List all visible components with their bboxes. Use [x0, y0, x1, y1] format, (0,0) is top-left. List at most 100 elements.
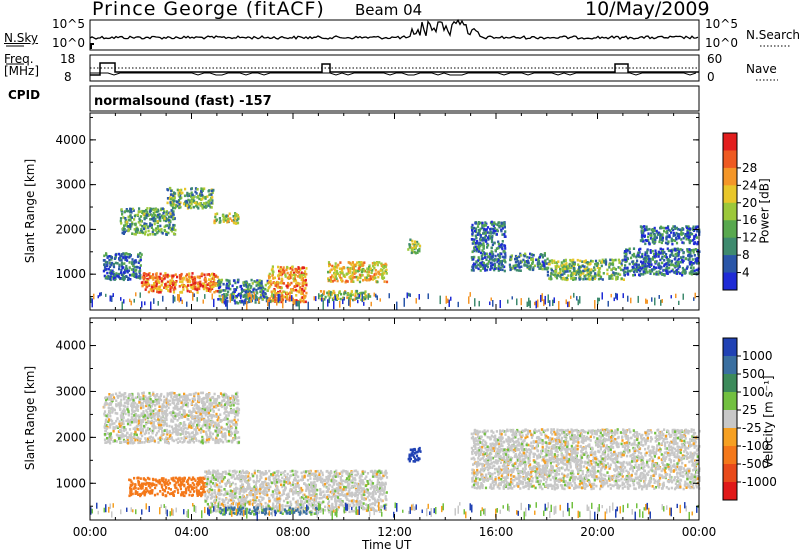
panel-0-cell	[295, 299, 298, 302]
panel-1-cell	[131, 397, 134, 400]
panel-0-cell	[102, 269, 105, 273]
panel-0-cell	[143, 283, 146, 286]
panel-1-cell	[131, 439, 134, 442]
panel-0-cell	[204, 276, 207, 280]
panel-0-cell	[382, 276, 386, 280]
panel-0-cell	[286, 271, 289, 275]
panel-0-cell	[125, 220, 128, 224]
panel-0-cell	[346, 272, 349, 276]
panel-0-cell	[129, 218, 132, 221]
panel-0-cell	[260, 282, 263, 285]
panel-0-cell	[504, 235, 507, 238]
panel-0-cell	[122, 216, 125, 219]
panel-1-cell	[208, 438, 211, 441]
panel-1-cell	[171, 401, 174, 405]
panel-0-cell	[125, 209, 128, 213]
panel-0-cell	[665, 231, 668, 234]
panel-0-cell	[280, 286, 283, 290]
panel-0-cell	[175, 204, 178, 207]
panel-0-cell	[610, 262, 613, 266]
panel-0-ground-scatter	[567, 301, 569, 308]
panel-0-cell	[481, 253, 484, 256]
panel-0-cell	[583, 265, 586, 268]
panel-0-cell	[651, 240, 654, 244]
panel-1-cell	[165, 418, 168, 422]
panel-0-cell	[661, 261, 664, 265]
panel-0-cell	[499, 245, 502, 248]
panel-1-cell	[131, 436, 134, 439]
panel-0-cell	[497, 221, 500, 225]
panel-0-cell	[355, 297, 358, 300]
panel-0-cell	[156, 287, 159, 291]
panel-0-cell	[570, 266, 573, 270]
panel-0-cell	[658, 252, 661, 256]
panel-0-cell	[196, 275, 199, 279]
panel-0-cell	[137, 261, 140, 264]
panel-0-cell	[206, 283, 209, 286]
panel-1-cell	[215, 399, 218, 402]
panel-0-cell	[696, 229, 699, 233]
panel-0-cell	[150, 207, 153, 211]
panel-1-cell	[197, 395, 200, 398]
panel-0-cell	[191, 196, 194, 200]
panel-0-cell	[482, 224, 485, 227]
panel-0-ground-scatter	[193, 293, 195, 297]
panel-0-cell	[230, 296, 233, 299]
panel-0-ground-scatter	[537, 299, 539, 308]
panel-0-cell	[170, 215, 173, 218]
panel-0-cell	[288, 283, 291, 286]
panel-0-ground-scatter	[250, 294, 252, 303]
panel-0-cell	[668, 255, 672, 258]
panel-0-cell	[124, 256, 127, 259]
panel-0-cell	[542, 263, 545, 267]
panel-1-cell	[225, 414, 228, 417]
panel-1-cell	[162, 424, 165, 427]
panel-0-cell	[547, 266, 550, 270]
panel-1-cell	[233, 401, 236, 405]
panel-0-cell	[297, 283, 301, 286]
panel-0-cell	[624, 253, 627, 256]
panel-0-cell	[156, 220, 159, 223]
panel-0-cell	[616, 275, 619, 279]
panel-0-cell	[503, 250, 506, 253]
panel-1-cell	[172, 416, 176, 420]
panel-0-cell	[333, 271, 336, 275]
panel-0-cell	[634, 268, 637, 271]
panel-0-ground-scatter	[570, 295, 572, 299]
panel-0-ground-scatter	[651, 297, 653, 302]
panel-0-cell	[199, 284, 202, 288]
panel-1-cell	[127, 401, 130, 404]
panel-1-cell	[195, 433, 198, 436]
panel-0-cell	[358, 280, 362, 284]
panel-0-cell	[684, 235, 687, 238]
panel-0-cell	[213, 219, 216, 223]
panel-0-cell	[641, 229, 644, 233]
panel-0-cell	[628, 250, 631, 254]
panel-0-cell	[154, 229, 157, 232]
panel-0-cell	[573, 272, 576, 275]
panel-1-cell	[196, 423, 199, 427]
panel-0-cell	[357, 267, 360, 270]
panel-0-cell	[670, 239, 673, 243]
panel-0-cell	[596, 266, 599, 269]
panel-0-cell	[208, 193, 211, 197]
panel-0-cell	[283, 269, 286, 273]
panel-0-cell	[673, 257, 676, 261]
panel-1-cell	[119, 401, 122, 405]
panel-0-cell	[681, 260, 684, 264]
panel-0-cell	[271, 292, 274, 295]
panel-0-cell	[106, 271, 109, 275]
panel-1-cell	[174, 476, 178, 480]
panel-1-cell	[189, 440, 192, 444]
panel-0-cell	[482, 245, 485, 249]
panel-1-cell	[206, 437, 209, 440]
panel-0-cell	[567, 264, 570, 268]
panel-0-cell	[589, 271, 593, 274]
panel-1-cell	[111, 393, 114, 397]
panel-1-cell	[197, 421, 200, 425]
panel-0-cell	[193, 275, 196, 279]
panel-0-cell	[143, 210, 146, 213]
panel-0-cell	[615, 275, 618, 279]
panel-0-cell	[472, 262, 476, 265]
panel-0-ground-scatter	[370, 301, 372, 307]
